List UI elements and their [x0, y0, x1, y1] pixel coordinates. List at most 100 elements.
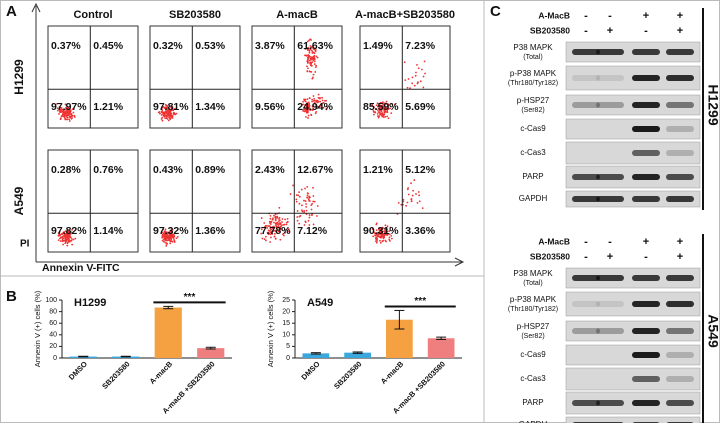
event-dot [162, 113, 165, 116]
event-dot [306, 185, 309, 188]
blot-label: P38 MAPK [513, 269, 553, 278]
event-dot [161, 111, 164, 114]
event-dot [165, 115, 168, 117]
event-dot [66, 242, 69, 245]
event-dot [298, 195, 301, 198]
event-dot [273, 214, 275, 217]
event-dot [269, 222, 271, 224]
event-dot [65, 233, 68, 236]
event-dot [269, 241, 271, 243]
event-dot [312, 200, 315, 203]
event-dot [62, 111, 65, 114]
blot-band [666, 75, 694, 81]
quadrant-percent: 85.59% [363, 101, 399, 113]
event-dot [71, 238, 73, 240]
event-dot [309, 62, 312, 65]
row-label: H1299 [12, 59, 26, 95]
event-dot [313, 200, 316, 203]
event-dot [161, 236, 163, 239]
event-dot [64, 112, 67, 115]
event-dot [271, 233, 274, 235]
event-dot [307, 219, 310, 222]
event-dot [68, 120, 71, 122]
row-label: A549 [12, 186, 26, 215]
event-dot [71, 243, 74, 246]
event-dot [304, 100, 307, 103]
blot-band [596, 174, 624, 180]
chart-title: H1299 [74, 297, 106, 309]
event-dot [312, 100, 315, 102]
event-dot [315, 106, 317, 109]
blot-band [632, 328, 660, 334]
event-dot [301, 204, 303, 207]
event-dot [66, 118, 69, 121]
event-dot [266, 231, 269, 234]
event-dot [163, 237, 166, 240]
event-dot [319, 96, 321, 99]
event-dot [304, 54, 307, 57]
quadrant-percent: 3.87% [255, 40, 285, 52]
event-dot [264, 235, 267, 238]
panel-letter: C [490, 3, 501, 20]
event-dot [383, 111, 386, 114]
blot-band [572, 328, 600, 334]
event-dot [313, 56, 316, 59]
error-bar [352, 351, 363, 354]
event-dot [382, 114, 385, 117]
event-dot [390, 102, 393, 105]
quadrant-percent: 3.36% [405, 225, 435, 237]
event-dot [271, 230, 274, 233]
event-dot [312, 73, 315, 76]
event-dot [415, 193, 417, 195]
event-dot [376, 240, 379, 242]
bar [302, 353, 330, 358]
event-dot [423, 60, 426, 63]
event-dot [283, 223, 286, 226]
event-dot [284, 228, 286, 231]
event-dot [74, 237, 77, 240]
arrow-head [454, 257, 465, 267]
event-dot [413, 84, 416, 87]
quadrant-percent: 7.23% [405, 40, 435, 52]
event-dot [296, 216, 299, 218]
event-dot [405, 204, 408, 207]
blot-band [666, 49, 694, 55]
event-dot [289, 193, 292, 195]
treatment-sign: + [677, 236, 683, 248]
blot-label: p-HSP27 [517, 96, 550, 105]
event-dot [411, 194, 414, 197]
event-dot [304, 187, 306, 190]
event-dot [166, 109, 169, 112]
event-dot [67, 107, 70, 110]
event-dot [268, 225, 271, 227]
event-dot [61, 110, 63, 113]
event-dot [295, 200, 298, 203]
event-dot [303, 110, 305, 112]
event-dot [308, 97, 311, 99]
blot-band [666, 150, 694, 156]
event-dot [410, 182, 412, 185]
event-dot [380, 114, 383, 117]
event-dot [274, 218, 277, 220]
event-dot [373, 232, 376, 235]
event-dot [321, 96, 324, 99]
quadrant-percent: 5.12% [405, 164, 435, 176]
event-dot [308, 59, 311, 62]
event-dot [58, 231, 61, 233]
event-dot [388, 230, 391, 233]
event-dot [60, 108, 63, 111]
event-dot [161, 116, 164, 119]
quadrant-percent: 5.69% [405, 101, 435, 113]
event-dot [377, 111, 380, 113]
event-dot [275, 225, 278, 228]
event-dot [268, 220, 271, 223]
event-dot [269, 215, 272, 217]
event-dot [382, 105, 385, 108]
event-dot [166, 106, 169, 109]
event-dot [378, 115, 381, 117]
event-dot [62, 109, 65, 112]
event-dot [279, 222, 282, 225]
event-dot [306, 58, 309, 61]
event-dot [312, 95, 315, 97]
event-dot [285, 223, 288, 226]
